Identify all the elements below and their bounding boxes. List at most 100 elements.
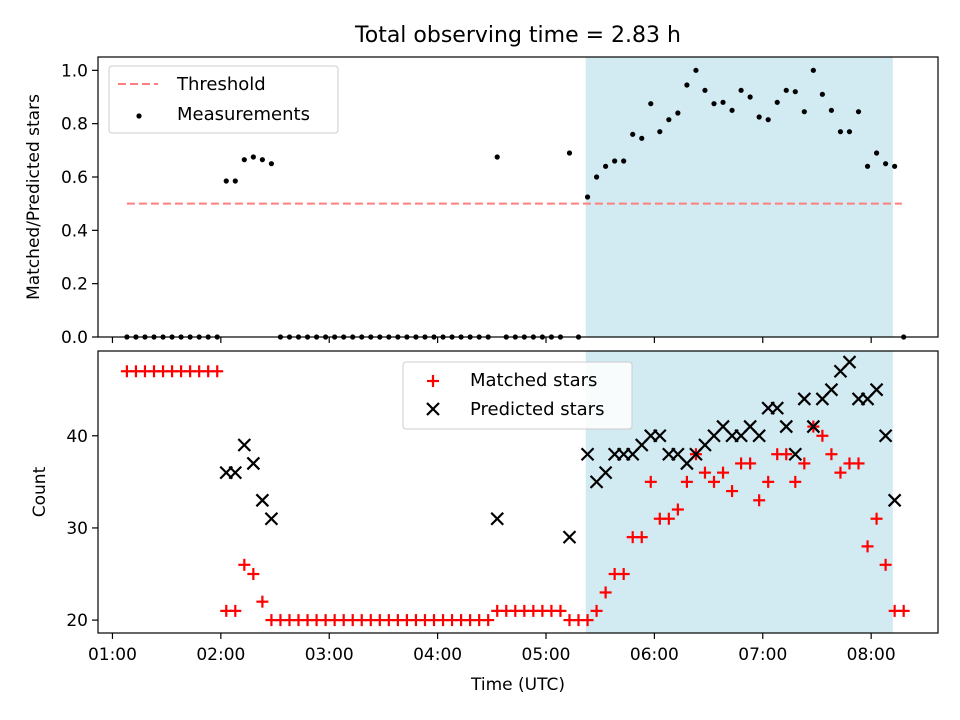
matched-star-point	[816, 429, 829, 442]
predicted-star-point	[788, 447, 803, 461]
measurement-point	[603, 163, 609, 169]
top-legend-box	[108, 65, 339, 134]
measurement-point	[801, 109, 807, 115]
y-tick-label: 0.2	[61, 275, 88, 295]
matched-star-point	[897, 604, 910, 617]
measurement-point	[693, 67, 699, 73]
measurement-point	[584, 194, 591, 200]
y-tick-label: 0.8	[61, 115, 88, 135]
matched-star-point	[879, 558, 892, 571]
y-tick-label: 0.0	[61, 328, 88, 348]
bottom-legend-box	[402, 361, 633, 430]
predicted-star-point	[770, 401, 785, 415]
matched-star-point	[662, 512, 675, 525]
matched-star-point	[482, 614, 495, 627]
matched-star-point	[644, 475, 657, 488]
x-tick-label: 02:00	[196, 645, 245, 665]
matched-star-point	[708, 475, 720, 488]
matched-star-point	[590, 604, 603, 617]
predicted-star-point	[824, 382, 839, 397]
top-plot-frame	[97, 56, 939, 338]
matched-star-point	[744, 457, 757, 470]
matched-star-point	[211, 365, 224, 378]
predicted-star-point	[598, 465, 613, 480]
measurement-point	[846, 129, 853, 135]
matched-star-point	[238, 558, 251, 571]
y-tick-label: 1.0	[61, 61, 88, 81]
measurement-point	[756, 114, 762, 120]
measurement-point	[630, 131, 636, 137]
matched-star-point	[870, 512, 883, 525]
matched-star-point	[789, 475, 802, 488]
predicted-legend-swatch	[426, 402, 440, 416]
bottom-shaded-span	[585, 351, 893, 633]
x-tick-label: 07:00	[738, 645, 787, 665]
chart-title: Total observing time = 2.83 h	[354, 23, 681, 48]
measurement-point	[675, 110, 681, 116]
predicted-star-point	[806, 419, 821, 434]
x-tick-label: 03:00	[305, 645, 354, 665]
measurement-point	[720, 99, 726, 105]
x-tick-label: 06:00	[630, 645, 679, 665]
measurement-point	[738, 87, 744, 93]
matched-star-point	[256, 595, 269, 608]
x-tick-label: 04:00	[413, 645, 462, 665]
measurement-point	[711, 101, 717, 107]
y-tick-label: 0.6	[61, 168, 88, 188]
bottom-x-ticks: 01:00 02:00 03:00 04:00 05:00 06:00 07:00 08:00	[88, 633, 896, 665]
predicted-legend-label: Predicted stars	[470, 399, 604, 420]
top-x-ticks	[111, 337, 872, 343]
measurement-point	[765, 117, 771, 123]
y-tick-label: 0.4	[61, 221, 88, 241]
predicted-stars-points	[219, 355, 902, 544]
measurement-point	[259, 157, 265, 163]
predicted-star-point	[580, 447, 595, 461]
matched-star-point	[671, 503, 684, 516]
measurement-point	[819, 91, 825, 97]
matched-star-point	[247, 568, 260, 581]
measurement-point	[621, 158, 627, 164]
measurements-legend-label: Measurements	[177, 104, 310, 125]
matched-star-point	[834, 466, 847, 479]
predicted-star-point	[878, 429, 893, 443]
predicted-star-point	[255, 493, 270, 508]
x-tick-label: 05:00	[522, 645, 571, 665]
predicted-star-point	[264, 511, 279, 526]
matched-stars-points	[120, 365, 910, 627]
y-tick-label: 30	[66, 519, 88, 539]
predicted-star-point	[779, 419, 794, 434]
matched-star-point	[229, 604, 242, 617]
measurement-point	[883, 161, 889, 167]
matched-star-point	[635, 531, 648, 544]
top-legend: Threshold Measurements	[108, 65, 339, 134]
predicted-star-point	[246, 456, 261, 471]
measurement-point	[855, 109, 862, 115]
matched-star-point	[717, 466, 730, 479]
predicted-star-point	[237, 438, 252, 452]
top-y-axis-label: Matched/Predicted stars	[24, 94, 44, 300]
predicted-star-point	[869, 382, 884, 397]
predicted-star-point	[562, 530, 577, 544]
matched-star-point	[599, 586, 612, 599]
top-panel: 0.0 0.2 0.4 0.6 0.8 1.0 Matched/Predicted sta…	[24, 56, 939, 348]
measurement-point	[639, 135, 645, 141]
matched-star-point	[581, 614, 594, 627]
measurement-point	[774, 99, 780, 105]
measurement-point	[837, 129, 844, 135]
bottom-plot-frame	[97, 350, 939, 634]
measurement-point	[873, 150, 880, 156]
measurement-point	[241, 157, 247, 163]
matched-star-point	[554, 604, 567, 617]
predicted-star-point	[842, 355, 857, 369]
matched-legend-label: Matched stars	[470, 370, 597, 391]
predicted-star-point	[653, 429, 667, 443]
measurement-point	[657, 129, 663, 135]
matched-star-point	[780, 448, 793, 461]
matched-star-point	[825, 448, 838, 461]
measurement-point	[250, 154, 256, 160]
measurement-point	[783, 87, 789, 93]
bottom-legend: Matched stars Predicted stars	[402, 361, 633, 430]
measurement-point	[666, 117, 672, 123]
measurement-point	[612, 158, 618, 164]
